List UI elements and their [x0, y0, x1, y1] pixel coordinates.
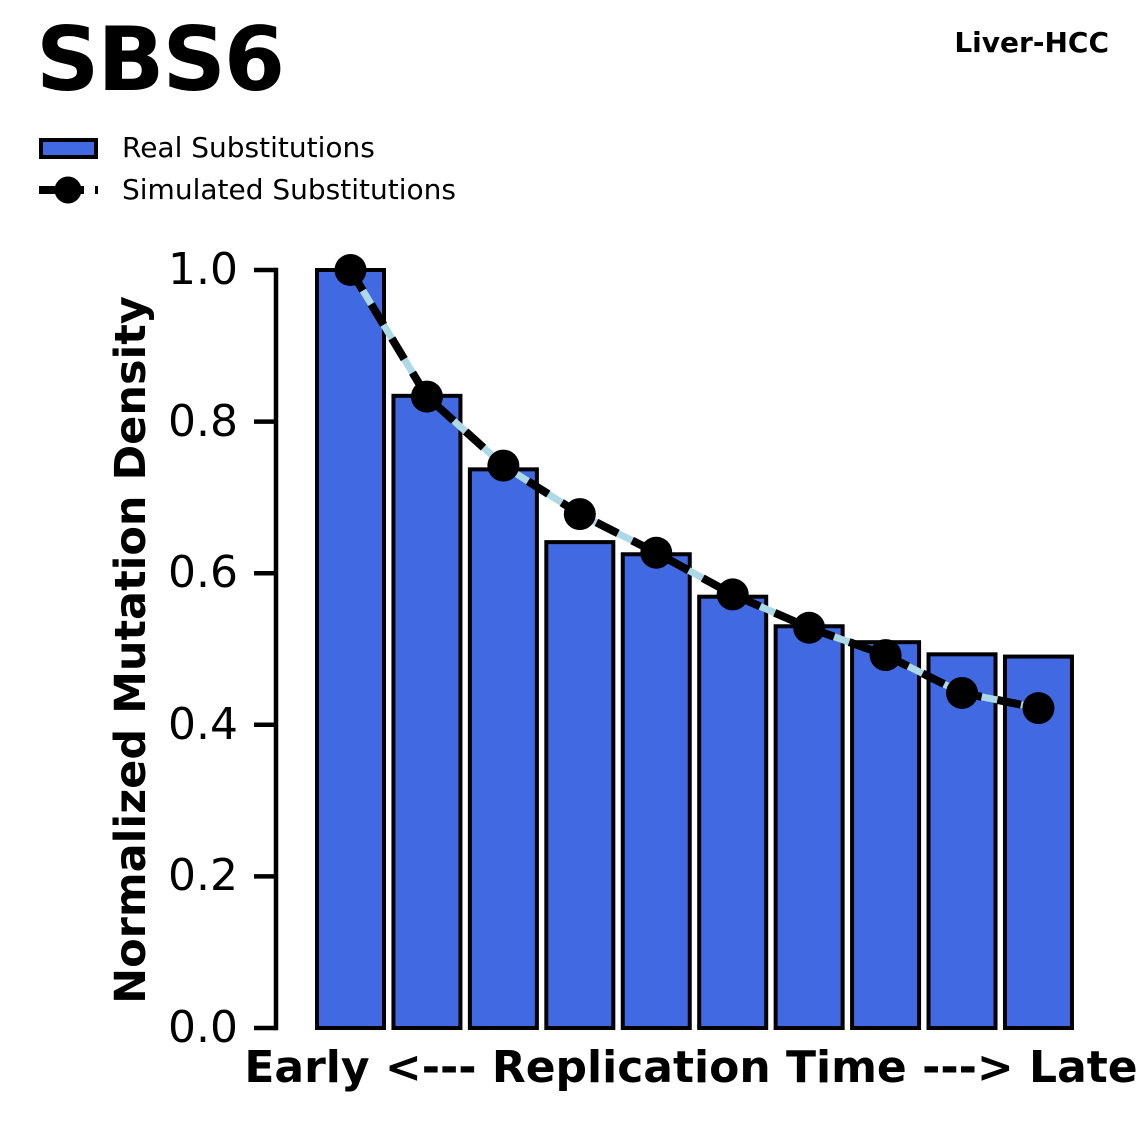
legend: Real Substitutions Simulated Substitutio… — [39, 129, 456, 209]
legend-simulated-label: Simulated Substitutions — [122, 172, 456, 206]
real-substitutions-bar — [926, 652, 998, 1031]
legend-simulated-marker-col — [39, 173, 98, 207]
simulated-point — [487, 449, 520, 482]
y-tick-label: 0.4 — [168, 698, 238, 750]
real-substitutions-bar — [544, 540, 616, 1030]
y-tick-label: 0.6 — [168, 547, 238, 599]
simulated-point — [793, 611, 826, 644]
simulated-point — [716, 578, 749, 611]
simulated-point — [563, 498, 596, 531]
legend-real-marker-col — [39, 137, 98, 159]
y-tick-label: 1.0 — [168, 244, 238, 295]
chart-title: SBS6 — [36, 8, 285, 111]
real-substitutions-bar — [697, 594, 769, 1030]
real-substitutions-bar — [773, 624, 845, 1030]
x-axis-title: Early <--- Replication Time ---> Late — [244, 1042, 1138, 1093]
legend-item-real: Real Substitutions — [39, 129, 456, 167]
real-substitutions-bar — [391, 393, 463, 1030]
real-substitutions-bar — [315, 268, 386, 1030]
simulated-line — [347, 267, 1040, 713]
cancer-type-label: Liver-HCC — [954, 26, 1109, 59]
simulated-point — [1022, 692, 1055, 725]
simulated-point — [334, 254, 367, 286]
y-tick-label: 0.8 — [168, 395, 238, 447]
legend-real-label: Real Substitutions — [122, 130, 375, 164]
legend-item-simulated: Simulated Substitutions — [39, 171, 456, 209]
y-tick-label: 0.0 — [168, 1002, 238, 1053]
simulated-point — [869, 639, 902, 672]
dashed-line-dot-icon — [39, 176, 98, 204]
real-substitutions-bar — [620, 552, 692, 1030]
y-tick-label: 0.2 — [168, 850, 238, 902]
real-substitutions-bar — [850, 640, 922, 1030]
simulated-point — [946, 676, 979, 709]
simulated-point — [640, 536, 673, 569]
real-substitutions-bar — [467, 467, 539, 1030]
bar-swatch-icon — [39, 137, 98, 159]
simulated-point — [410, 380, 443, 413]
